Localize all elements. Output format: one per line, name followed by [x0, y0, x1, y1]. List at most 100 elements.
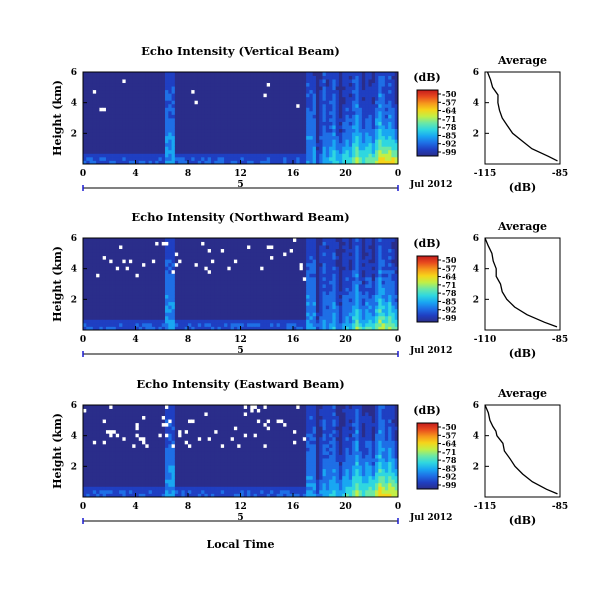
- heatmap-cell: [152, 316, 156, 320]
- heatmap-cell: [329, 277, 333, 281]
- heatmap-cell: [178, 125, 182, 129]
- heatmap-cell: [296, 259, 300, 263]
- heatmap-cell: [365, 104, 369, 108]
- heatmap-cell: [290, 143, 294, 147]
- heatmap-cell: [382, 139, 386, 143]
- heatmap-cell: [273, 122, 277, 126]
- heatmap-cell: [378, 93, 382, 97]
- heatmap-cell: [260, 252, 264, 256]
- heatmap-cell: [368, 76, 372, 80]
- heatmap-cell: [326, 316, 330, 320]
- heatmap-cell: [359, 125, 363, 129]
- heatmap-cell: [237, 100, 241, 104]
- heatmap-cell: [211, 273, 215, 277]
- heatmap-cell: [149, 263, 153, 267]
- heatmap-cell: [306, 157, 310, 161]
- heatmap-cell: [195, 93, 199, 97]
- heatmap-cell: [96, 312, 100, 316]
- heatmap-cell: [214, 288, 218, 292]
- heatmap-cell: [204, 273, 208, 277]
- heatmap-cell: [175, 90, 179, 94]
- heatmap-cell: [152, 295, 156, 299]
- heatmap-cell: [309, 295, 313, 299]
- heatmap-cell: [329, 270, 333, 274]
- heatmap-cell: [224, 97, 228, 101]
- heatmap-cell: [231, 146, 235, 150]
- heatmap-cell: [316, 238, 320, 242]
- heatmap-cell: [303, 295, 307, 299]
- heatmap-cell: [214, 295, 218, 299]
- heatmap-cell: [208, 90, 212, 94]
- heatmap-cell: [286, 323, 290, 327]
- heatmap-cell: [96, 245, 100, 249]
- heatmap-cell: [241, 136, 245, 140]
- heatmap-cell: [168, 273, 172, 277]
- heatmap-cell: [267, 238, 271, 242]
- heatmap-cell: [122, 122, 126, 126]
- heatmap-cell: [185, 86, 189, 90]
- heatmap-cell: [342, 125, 346, 129]
- heatmap-cell: [195, 150, 199, 154]
- x-tick-label: 12: [234, 169, 247, 179]
- heatmap-cell: [362, 273, 366, 277]
- heatmap-cell: [142, 136, 146, 140]
- heatmap-cell: [349, 245, 353, 249]
- heatmap-cell: [158, 245, 162, 249]
- heatmap-cell: [208, 79, 212, 83]
- heatmap-cell: [181, 242, 185, 246]
- heatmap-cell: [142, 146, 146, 150]
- heatmap-cell: [237, 86, 241, 90]
- heatmap-cell: [355, 270, 359, 274]
- heatmap-cell: [346, 277, 350, 281]
- heatmap-cell: [346, 302, 350, 306]
- heatmap-cell: [391, 97, 395, 101]
- heatmap-cell: [372, 266, 376, 270]
- heatmap-cell: [178, 157, 182, 161]
- heatmap-cell: [319, 280, 323, 284]
- heatmap-cell: [162, 295, 166, 299]
- heatmap-cell: [208, 263, 212, 267]
- heatmap-cell: [372, 111, 376, 115]
- heatmap-cell: [388, 100, 392, 104]
- heatmap-cell: [296, 295, 300, 299]
- heatmap-cell: [326, 107, 330, 111]
- heatmap-cell: [342, 242, 346, 246]
- heatmap-cell: [306, 309, 310, 313]
- heatmap-cell: [382, 280, 386, 284]
- heatmap-cell: [162, 309, 166, 313]
- heatmap-cell: [296, 104, 300, 108]
- heatmap-cell: [309, 245, 313, 249]
- heatmap-cell: [126, 76, 130, 80]
- heatmap-cell: [342, 266, 346, 270]
- heatmap-cell: [332, 316, 336, 320]
- heatmap-cell: [83, 298, 87, 302]
- heatmap-cell: [90, 295, 94, 299]
- heatmap-cell: [149, 245, 153, 249]
- heatmap-cell: [319, 245, 323, 249]
- heatmap-cell: [375, 100, 379, 104]
- heatmap-cell: [129, 259, 133, 263]
- heatmap-cell: [142, 284, 146, 288]
- heatmap-cell: [113, 256, 117, 260]
- heatmap-cell: [385, 93, 389, 97]
- heatmap-cell: [139, 316, 143, 320]
- heatmap-cell: [168, 323, 172, 327]
- heatmap-cell: [250, 114, 254, 118]
- heatmap-cell: [106, 309, 110, 313]
- heatmap-cell: [211, 270, 215, 274]
- heatmap-cell: [303, 86, 307, 90]
- heatmap-cell: [152, 153, 156, 157]
- heatmap-cell: [208, 107, 212, 111]
- heatmap-cell: [263, 309, 267, 313]
- heatmap-cell: [113, 277, 117, 281]
- heatmap-cell: [83, 319, 87, 323]
- heatmap-cell: [136, 252, 140, 256]
- heatmap-cell: [359, 316, 363, 320]
- heatmap-cell: [181, 139, 185, 143]
- heatmap-cell: [237, 298, 241, 302]
- heatmap-cell: [231, 309, 235, 313]
- heatmap-cell: [106, 298, 110, 302]
- heatmap-cell: [224, 259, 228, 263]
- heatmap-cell: [198, 295, 202, 299]
